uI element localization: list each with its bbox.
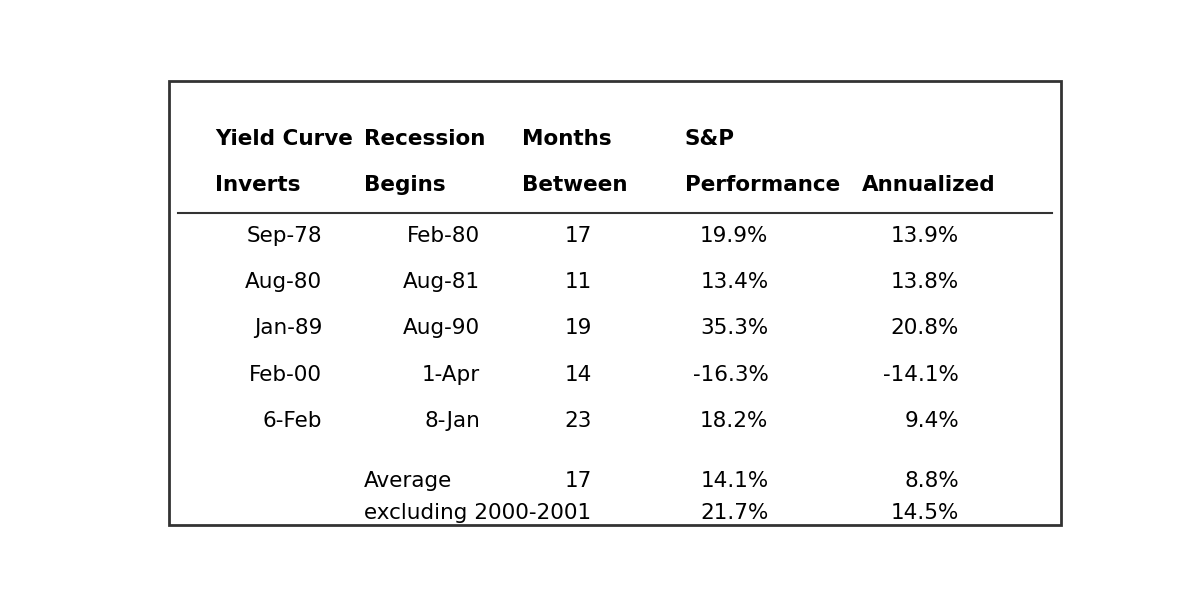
Text: S&P: S&P xyxy=(685,129,734,149)
Text: 18.2%: 18.2% xyxy=(700,411,768,431)
Text: 17: 17 xyxy=(564,471,592,491)
Text: 1-Apr: 1-Apr xyxy=(422,365,480,385)
Text: 8.8%: 8.8% xyxy=(905,471,959,491)
Text: 19.9%: 19.9% xyxy=(700,226,768,246)
Text: Months: Months xyxy=(522,129,612,149)
Text: 6-Feb: 6-Feb xyxy=(263,411,322,431)
Text: 19: 19 xyxy=(564,319,592,338)
Text: 13.9%: 13.9% xyxy=(890,226,959,246)
Text: 11: 11 xyxy=(564,272,592,292)
Text: Performance: Performance xyxy=(685,175,840,195)
Text: Aug-90: Aug-90 xyxy=(403,319,480,338)
Text: Yield Curve: Yield Curve xyxy=(215,129,353,149)
Text: Feb-00: Feb-00 xyxy=(250,365,322,385)
Text: -14.1%: -14.1% xyxy=(883,365,959,385)
Text: 14.1%: 14.1% xyxy=(701,471,768,491)
Text: Recession: Recession xyxy=(364,129,485,149)
FancyBboxPatch shape xyxy=(168,81,1062,525)
Text: Annualized: Annualized xyxy=(862,175,995,195)
Text: Aug-81: Aug-81 xyxy=(403,272,480,292)
Text: Jan-89: Jan-89 xyxy=(253,319,322,338)
Text: Sep-78: Sep-78 xyxy=(246,226,322,246)
Text: excluding 2000-2001: excluding 2000-2001 xyxy=(364,503,592,523)
Text: 20.8%: 20.8% xyxy=(890,319,959,338)
Text: 14: 14 xyxy=(564,365,592,385)
Text: Average: Average xyxy=(364,471,452,491)
Text: -16.3%: -16.3% xyxy=(692,365,768,385)
Text: 21.7%: 21.7% xyxy=(700,503,768,523)
Text: 14.5%: 14.5% xyxy=(890,503,959,523)
Text: Between: Between xyxy=(522,175,628,195)
Text: 35.3%: 35.3% xyxy=(701,319,768,338)
Text: 13.8%: 13.8% xyxy=(890,272,959,292)
Text: 9.4%: 9.4% xyxy=(905,411,959,431)
Text: Feb-80: Feb-80 xyxy=(407,226,480,246)
Text: 17: 17 xyxy=(564,226,592,246)
Text: 13.4%: 13.4% xyxy=(701,272,768,292)
Text: Begins: Begins xyxy=(364,175,445,195)
Text: 8-Jan: 8-Jan xyxy=(425,411,480,431)
Text: 23: 23 xyxy=(564,411,592,431)
Text: Aug-80: Aug-80 xyxy=(245,272,322,292)
Text: Inverts: Inverts xyxy=(215,175,301,195)
